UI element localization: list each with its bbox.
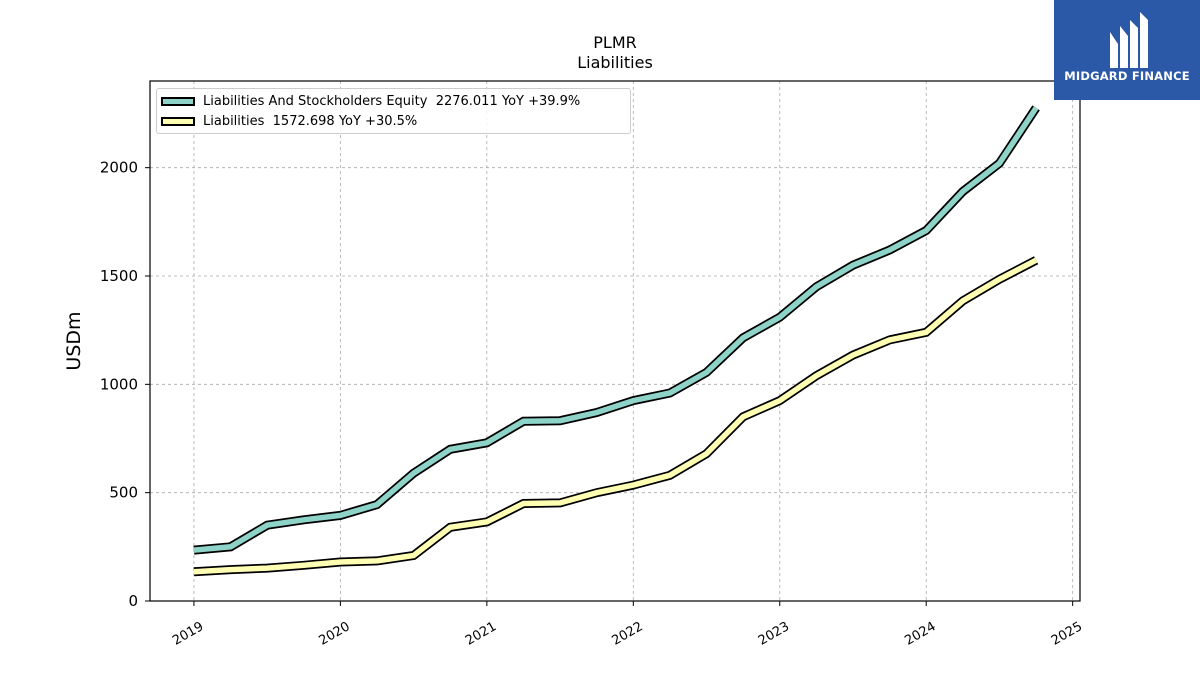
x-tick-label: 2025 — [1049, 619, 1085, 649]
logo-mark-icon — [1110, 12, 1148, 68]
series-line-1 — [193, 257, 1038, 575]
legend-swatch-equity — [161, 96, 195, 106]
legend-swatch-liabilities — [161, 116, 195, 126]
plot-frame — [149, 80, 1081, 602]
chart-subtitle: Liabilities — [577, 53, 653, 72]
legend-entry-liabilities: Liabilities 1572.698 YoY +30.5% — [157, 112, 417, 130]
grid-lines — [150, 81, 1080, 601]
y-axis-label: USDm — [63, 311, 85, 370]
legend-entry-equity: Liabilities And Stockholders Equity 2276… — [157, 92, 580, 110]
chart-title: PLMR — [593, 33, 636, 52]
series-outline-1 — [193, 256, 1039, 577]
y-tick-label: 500 — [109, 484, 138, 502]
brand-logo: MIDGARD FINANCE — [1054, 0, 1200, 100]
x-tick-label: 2020 — [317, 619, 353, 649]
series-lines — [193, 105, 1040, 577]
legend-label-liabilities: Liabilities 1572.698 YoY +30.5% — [203, 113, 418, 129]
x-tick-label: 2024 — [902, 619, 938, 649]
x-tick-label: 2021 — [463, 619, 499, 649]
series-outline-0 — [193, 105, 1040, 555]
x-axis: 2019 2020 2021 2022 2023 2024 2025 — [170, 601, 1085, 649]
y-tick-label: 1500 — [100, 267, 138, 285]
y-tick-label: 1000 — [100, 375, 138, 393]
y-tick-label: 2000 — [100, 159, 138, 177]
x-tick-label: 2019 — [170, 619, 206, 649]
legend-label-equity: Liabilities And Stockholders Equity 2276… — [203, 93, 581, 109]
chart-legend: Liabilities And Stockholders Equity 2276… — [156, 88, 631, 134]
logo-text: MIDGARD FINANCE — [1064, 69, 1190, 83]
y-tick-label: 0 — [128, 592, 138, 610]
x-tick-label: 2022 — [609, 619, 645, 649]
x-tick-label: 2023 — [756, 619, 792, 649]
series-line-0 — [193, 106, 1039, 553]
y-axis: 0 500 1000 1500 2000 — [100, 159, 150, 610]
